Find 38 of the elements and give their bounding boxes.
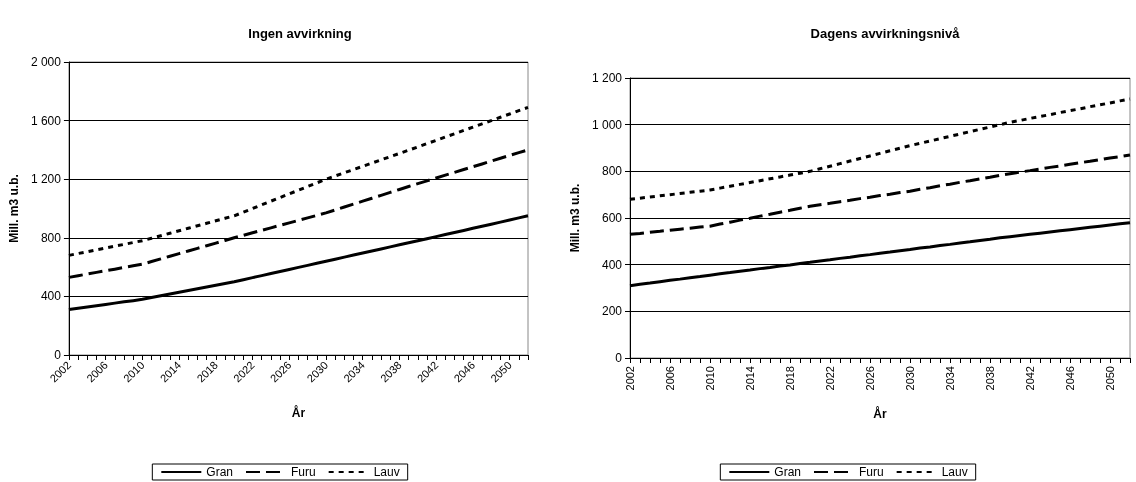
legend-label: Furu: [858, 465, 884, 479]
legend-label: Gran: [206, 465, 233, 479]
y-tick-label: 1 000: [591, 117, 623, 132]
x-tick-label: 2038: [984, 366, 996, 391]
y-tick-label: 1 200: [591, 71, 623, 85]
y-tick-label: 800: [601, 164, 623, 179]
x-tick-label: 2006: [664, 366, 676, 391]
y-tick-label: 200: [601, 304, 623, 319]
y-tick-label: 2 000: [30, 55, 62, 69]
chart-title: Ingen avvirkning: [248, 26, 352, 41]
x-tick-label: 2002: [624, 366, 636, 391]
y-tick-label: 600: [601, 211, 623, 225]
x-axis-title: År: [291, 405, 306, 420]
x-tick-label: 2034: [944, 366, 956, 391]
legend-label: Lauv: [941, 465, 968, 479]
y-tick-label: 400: [40, 289, 62, 304]
x-tick-label: 2014: [744, 366, 756, 391]
y-tick-label: 400: [601, 257, 623, 272]
x-tick-label: 2046: [1064, 366, 1076, 391]
x-tick-label: 2018: [784, 366, 796, 391]
y-tick-label: 1 200: [30, 172, 62, 187]
legend-label: Gran: [774, 465, 801, 479]
chart-title: Dagens avvirkningsnivå: [810, 26, 961, 41]
y-axis-title: Mill. m3 u.b.: [568, 183, 583, 253]
y-axis-title: Mill. m3 u.b.: [7, 174, 21, 243]
y-tick-label: 800: [40, 230, 62, 245]
x-tick-label: 2042: [1024, 366, 1036, 391]
legend-label: Lauv: [373, 465, 400, 479]
x-axis-title: År: [873, 406, 887, 421]
x-tick-label: 2026: [864, 366, 876, 391]
y-tick-label: 1 600: [30, 113, 62, 128]
legend-label: Furu: [290, 465, 316, 479]
x-tick-label: 2022: [824, 366, 836, 391]
x-tick-label: 2010: [704, 366, 716, 391]
y-tick-label: 0: [615, 351, 623, 365]
x-tick-label: 2030: [904, 366, 916, 391]
x-tick-label: 2050: [1104, 366, 1116, 391]
y-tick-label: 0: [54, 348, 62, 362]
